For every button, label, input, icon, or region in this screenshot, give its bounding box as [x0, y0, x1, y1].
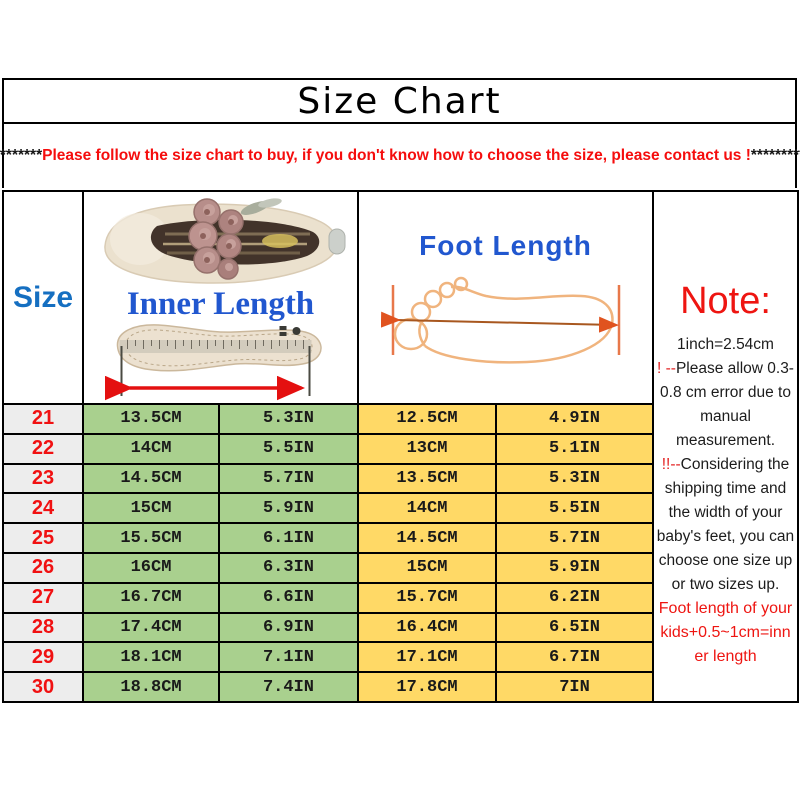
size-value: 25: [2, 522, 84, 554]
size-value: 26: [2, 551, 84, 584]
note-warning-1: ! --Please allow 0.3-0.8 cm error due to…: [656, 357, 795, 453]
note-warning-1-text: Please allow 0.3-0.8 cm error due to man…: [660, 359, 794, 449]
table-row: 28 17.4CM 6.9IN 16.4CM 6.5IN: [2, 611, 798, 644]
foot-cm-value: 15CM: [357, 551, 497, 584]
foot-in-value: 5.1IN: [495, 432, 654, 465]
foot-cm-value: 13.5CM: [357, 462, 497, 495]
inner-length-header-cell: Inner Length: [82, 190, 359, 405]
size-value: 29: [2, 641, 84, 674]
note-warning-2-mark: !!--: [661, 455, 681, 473]
foot-outline-image: [380, 276, 620, 364]
note-warning-2-text: Considering the shipping time and the wi…: [656, 455, 795, 593]
foot-cm-value: 17.1CM: [357, 641, 497, 674]
note-title: Note:: [680, 279, 771, 322]
foot-in-value: 5.3IN: [495, 462, 654, 495]
table-row: 29 18.1CM 7.1IN 17.1CM 6.7IN: [2, 641, 798, 674]
size-value: 22: [2, 432, 84, 465]
inner-in-value: 5.7IN: [218, 462, 359, 495]
foot-length-label: Foot Length: [419, 230, 592, 261]
table-row: 21 13.5CM 5.3IN 12.5CM 4.9IN: [2, 403, 798, 435]
size-value: 30: [2, 671, 84, 703]
shoe-top-view-image: [103, 198, 345, 284]
note-body: 1inch=2.54cm ! --Please allow 0.3-0.8 cm…: [654, 333, 797, 669]
table-row: 30 18.8CM 7.4IN 17.8CM 7IN: [2, 671, 798, 703]
foot-cm-value: 12.5CM: [357, 403, 497, 435]
inner-cm-value: 13.5CM: [82, 403, 220, 435]
foot-in-value: 5.9IN: [495, 551, 654, 584]
table-row: 25 15.5CM 6.1IN 14.5CM 5.7IN: [2, 522, 798, 554]
inner-cm-value: 15CM: [82, 492, 220, 525]
insole-measure-image: [104, 324, 322, 401]
table-row: 24 15CM 5.9IN 14CM 5.5IN: [2, 492, 798, 525]
size-column-header: Size: [2, 190, 84, 405]
inner-cm-value: 15.5CM: [82, 522, 220, 554]
inner-cm-value: 17.4CM: [82, 611, 220, 644]
foot-in-value: 6.2IN: [495, 581, 654, 614]
size-value: 27: [2, 581, 84, 614]
size-value: 21: [2, 403, 84, 435]
foot-cm-value: 13CM: [357, 432, 497, 465]
table-row: 27 16.7CM 6.6IN 15.7CM 6.2IN: [2, 581, 798, 614]
size-table: Size: [2, 190, 799, 703]
inner-in-value: 6.3IN: [218, 551, 359, 584]
foot-in-value: 7IN: [495, 671, 654, 703]
header-sheet: Size Chart ********Please follow the siz…: [0, 78, 800, 188]
inner-cm-value: 16.7CM: [82, 581, 220, 614]
size-value: 24: [2, 492, 84, 525]
inner-cm-value: 18.1CM: [82, 641, 220, 674]
inner-in-value: 7.1IN: [218, 641, 359, 674]
foot-in-value: 5.7IN: [495, 522, 654, 554]
inner-cm-value: 14.5CM: [82, 462, 220, 495]
foot-cm-value: 14.5CM: [357, 522, 497, 554]
foot-cm-value: 14CM: [357, 492, 497, 525]
foot-cm-value: 15.7CM: [357, 581, 497, 614]
note-conversion: 1inch=2.54cm: [677, 335, 774, 353]
note-panel: Note: 1inch=2.54cm ! --Please allow 0.3-…: [652, 190, 799, 703]
inner-cm-value: 16CM: [82, 551, 220, 584]
note-warning-1-mark: ! --: [657, 359, 676, 377]
table-row: 22 14CM 5.5IN 13CM 5.1IN: [2, 432, 798, 465]
size-value: 28: [2, 611, 84, 644]
inner-in-value: 5.3IN: [218, 403, 359, 435]
note-warning-2: !!--Considering the shipping time and th…: [656, 453, 795, 597]
notice-banner: ********Please follow the size chart to …: [0, 124, 800, 188]
notice-text: Please follow the size chart to buy, if …: [42, 147, 751, 164]
inner-cm-value: 18.8CM: [82, 671, 220, 703]
inner-in-value: 7.4IN: [218, 671, 359, 703]
foot-in-value: 6.7IN: [495, 641, 654, 674]
inner-in-value: 6.6IN: [218, 581, 359, 614]
page-title: Size Chart: [4, 80, 795, 124]
table-header-row: Size: [2, 190, 799, 703]
foot-in-value: 5.5IN: [495, 492, 654, 525]
foot-in-value: 6.5IN: [495, 611, 654, 644]
inner-in-value: 5.9IN: [218, 492, 359, 525]
table-row: 26 16CM 6.3IN 15CM 5.9IN: [2, 551, 798, 584]
foot-cm-value: 17.8CM: [357, 671, 497, 703]
inner-in-value: 6.9IN: [218, 611, 359, 644]
table-row: 23 14.5CM 5.7IN 13.5CM 5.3IN: [2, 462, 798, 495]
notice-stars-left: ********: [0, 147, 43, 164]
size-value: 23: [2, 462, 84, 495]
inner-in-value: 5.5IN: [218, 432, 359, 465]
notice-stars-right: *********: [750, 147, 800, 164]
note-red-formula: Foot length of your kids+0.5~1cm=inner l…: [658, 599, 793, 665]
foot-length-header-cell: Foot Length: [357, 190, 654, 405]
inner-cm-value: 14CM: [82, 432, 220, 465]
inner-in-value: 6.1IN: [218, 522, 359, 554]
inner-length-label: Inner Length: [126, 286, 315, 322]
foot-cm-value: 16.4CM: [357, 611, 497, 644]
foot-in-value: 4.9IN: [495, 403, 654, 435]
